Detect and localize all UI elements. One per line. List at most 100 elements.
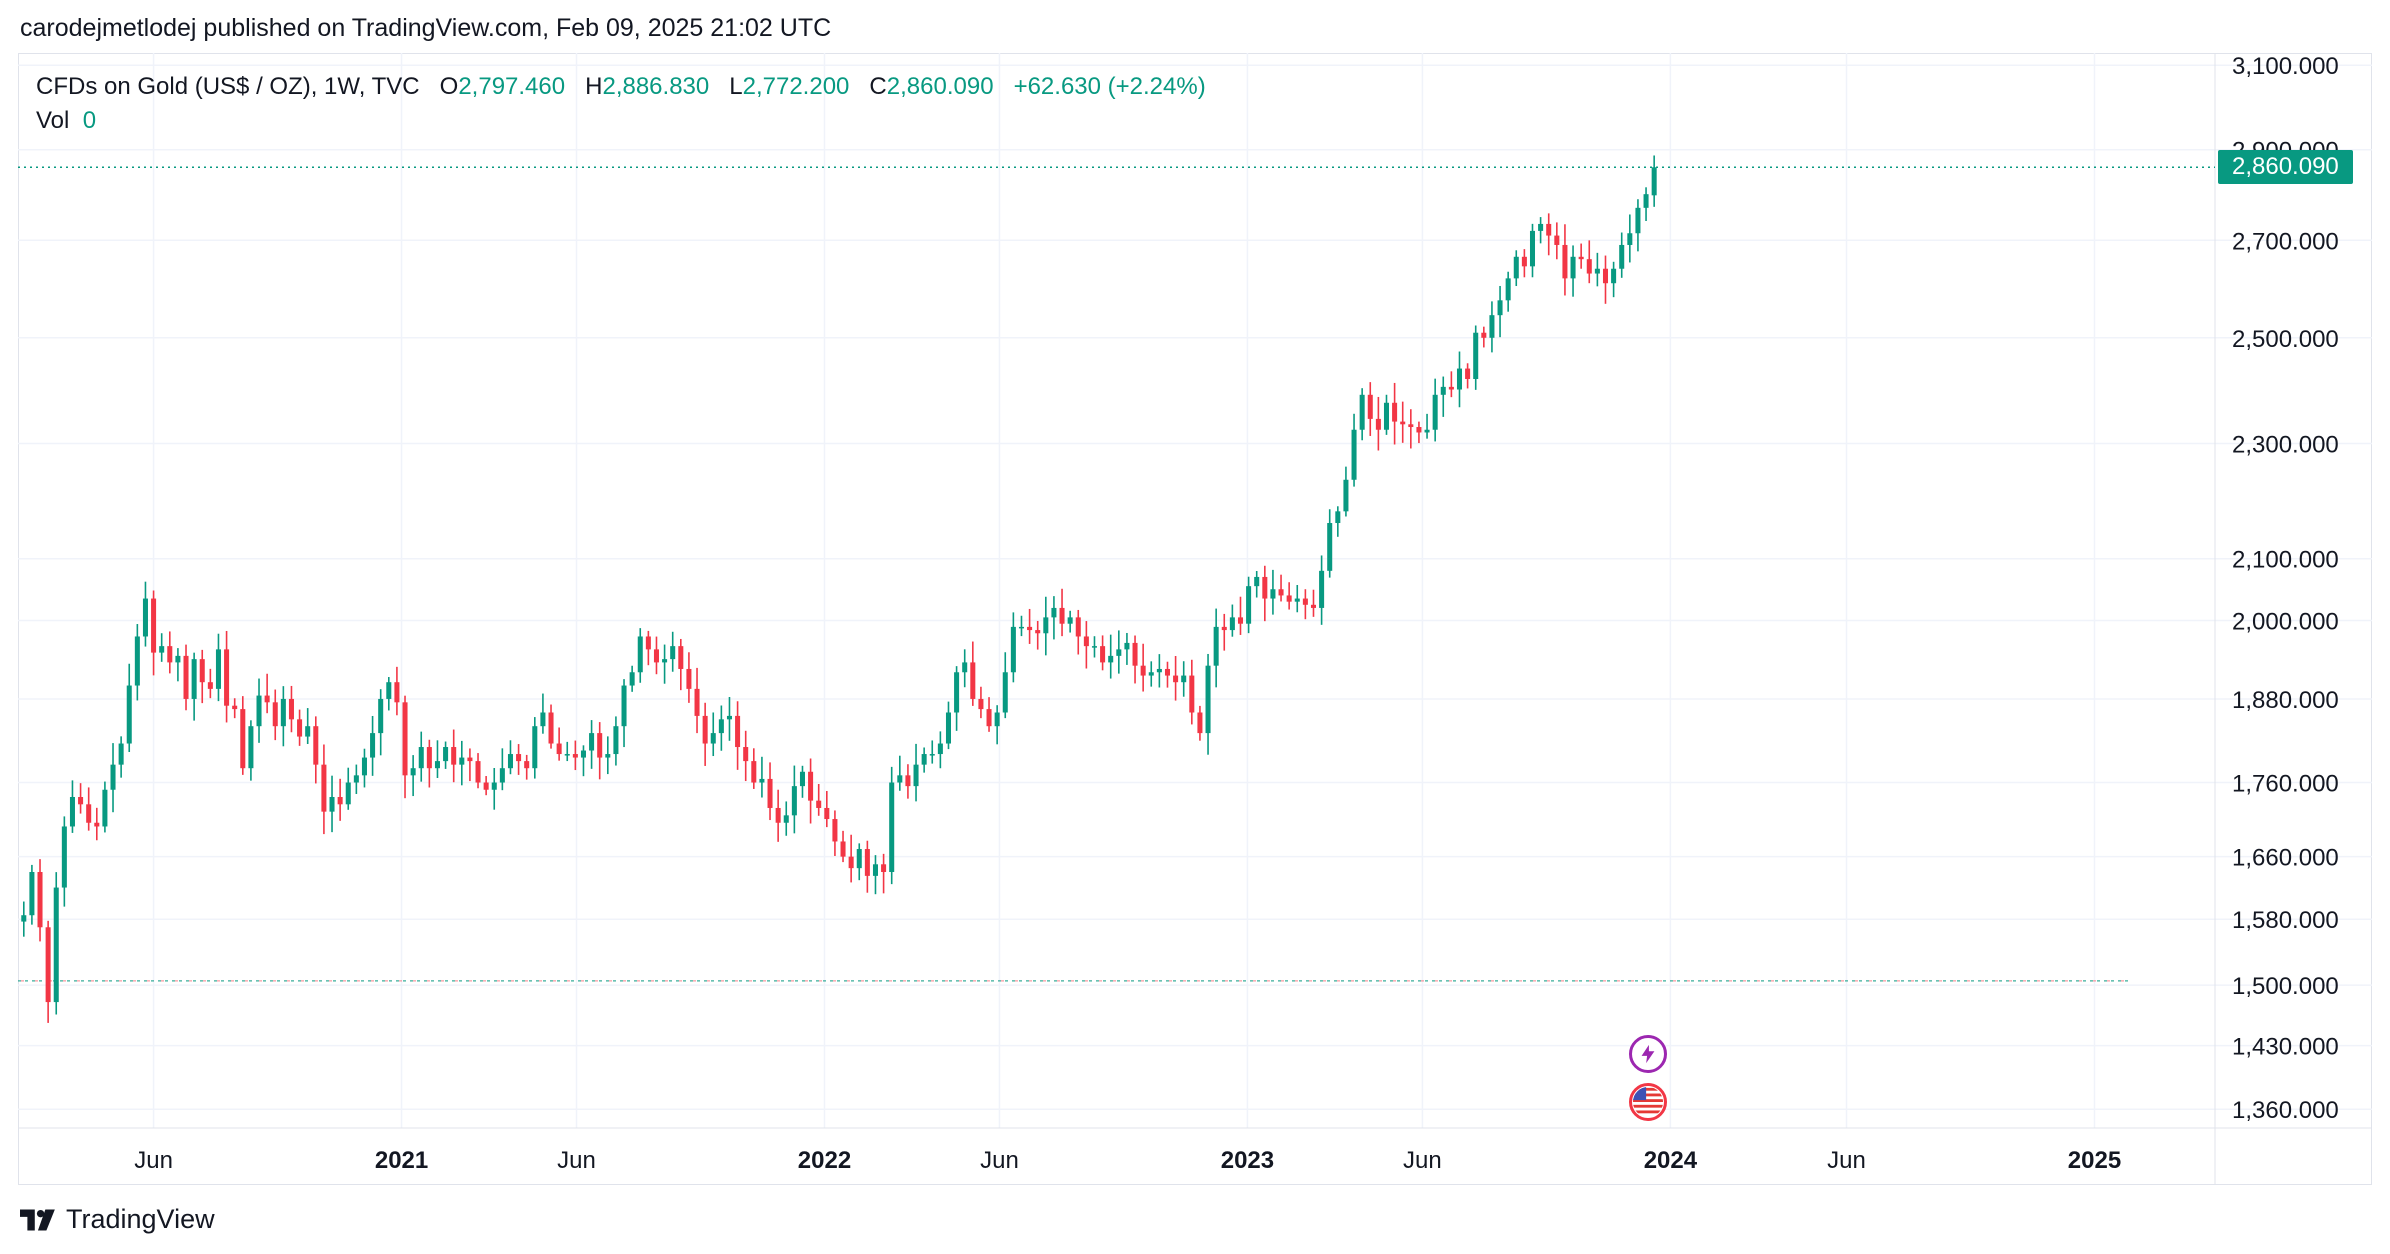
candle-body <box>1392 402 1398 422</box>
candle <box>483 776 489 796</box>
candle <box>962 649 968 688</box>
candle-body <box>1148 672 1154 676</box>
candle <box>207 668 213 699</box>
candle <box>670 631 676 672</box>
candle-body <box>1270 589 1276 599</box>
candle <box>78 783 84 814</box>
candle <box>605 736 611 775</box>
candle-body <box>1262 576 1268 599</box>
candle-body <box>361 757 367 776</box>
candle-body <box>1481 332 1487 338</box>
candle <box>467 748 473 782</box>
candle <box>937 731 943 769</box>
candle <box>637 628 643 683</box>
candle-body <box>1229 617 1235 631</box>
candle-body <box>597 733 603 758</box>
candle <box>1254 570 1260 598</box>
candle-body <box>329 797 335 812</box>
candle-body <box>183 655 189 699</box>
candle-body <box>1489 315 1495 338</box>
candle-body <box>1505 278 1511 301</box>
candle-body <box>305 726 311 737</box>
tradingview-footer[interactable]: TradingView <box>20 1204 215 1235</box>
candle <box>1002 652 1008 719</box>
us-flag-event-icon[interactable] <box>1629 1083 1668 1121</box>
candle <box>1229 604 1235 637</box>
candle <box>848 834 854 883</box>
candle <box>816 784 822 816</box>
candle <box>1416 421 1422 444</box>
candle-body <box>540 712 546 727</box>
candle <box>686 652 692 703</box>
candle <box>1521 249 1527 278</box>
volume-value: 0 <box>82 107 97 134</box>
candle <box>1246 576 1252 634</box>
candle-body <box>1343 479 1349 512</box>
candle-body <box>532 726 538 769</box>
candle-body <box>191 659 197 699</box>
candle <box>629 665 635 692</box>
candle <box>1010 612 1016 683</box>
candle-body <box>1010 626 1016 673</box>
candle <box>264 673 270 714</box>
candle-body <box>159 646 165 653</box>
candle-body <box>451 747 457 765</box>
candle-body <box>662 659 668 663</box>
candle <box>970 641 976 706</box>
candle <box>1505 271 1511 312</box>
candle-body <box>1156 668 1162 673</box>
candle-body <box>1043 617 1049 634</box>
y-tick-label: 3,100.000 <box>2232 53 2339 80</box>
candle <box>337 778 343 821</box>
lightning-event-icon[interactable] <box>1629 1035 1668 1073</box>
candle-body <box>1124 642 1130 650</box>
candle <box>710 712 716 757</box>
candle <box>1570 245 1576 297</box>
candle <box>1091 636 1097 658</box>
candle <box>905 764 911 799</box>
candle <box>232 698 238 719</box>
candle <box>280 686 286 747</box>
candle-body <box>102 789 108 827</box>
candle-body <box>321 764 327 812</box>
candle-body <box>337 797 343 805</box>
candle-body <box>1473 332 1479 379</box>
candle <box>1075 609 1081 655</box>
candle <box>134 624 140 701</box>
candle <box>1181 661 1187 697</box>
candle-body <box>224 649 230 706</box>
candle <box>653 636 659 675</box>
candle-body <box>53 887 59 1003</box>
candle-body <box>280 698 286 727</box>
symbol-name[interactable]: CFDs on Gold (US$ / OZ), 1W, TVC <box>36 73 420 100</box>
candle <box>735 701 741 770</box>
high-label: H <box>585 73 603 100</box>
candle-body <box>370 733 376 758</box>
candle <box>1197 705 1203 741</box>
candle-body <box>921 754 927 765</box>
candle-body <box>799 771 805 787</box>
candle-body <box>905 775 911 787</box>
candle-body <box>1018 626 1024 629</box>
candle <box>840 830 846 863</box>
candle-body <box>491 782 497 790</box>
chart-frame[interactable] <box>18 53 2372 1185</box>
candle <box>94 807 100 841</box>
candle-body <box>1529 230 1536 267</box>
candle <box>370 715 376 776</box>
candle-body <box>256 695 262 727</box>
candle-body <box>791 786 797 816</box>
symbol-legend: CFDs on Gold (US$ / OZ), 1W, TVC O2,797.… <box>36 70 1206 138</box>
candle <box>921 747 927 773</box>
x-tick-label: 2021 <box>375 1147 428 1174</box>
publisher-line: carodejmetlodej published on TradingView… <box>20 14 832 42</box>
candle-body <box>1310 604 1317 608</box>
candle-body <box>1367 394 1373 419</box>
candle <box>1392 382 1398 445</box>
candle <box>864 840 870 893</box>
candle-body <box>686 668 692 689</box>
candle <box>889 766 895 885</box>
volume-label[interactable]: Vol <box>36 107 70 134</box>
candle <box>718 705 724 751</box>
